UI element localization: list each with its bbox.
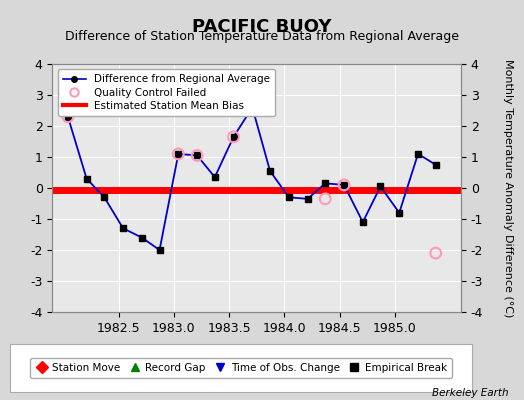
Legend: Difference from Regional Average, Quality Control Failed, Estimated Station Mean: Difference from Regional Average, Qualit…: [58, 69, 275, 116]
Point: [321, 196, 330, 202]
Point: [432, 250, 440, 256]
Y-axis label: Monthly Temperature Anomaly Difference (°C): Monthly Temperature Anomaly Difference (…: [503, 59, 512, 317]
Point: [230, 134, 238, 140]
Text: Berkeley Earth: Berkeley Earth: [432, 388, 508, 398]
Point: [174, 151, 182, 157]
Legend: Station Move, Record Gap, Time of Obs. Change, Empirical Break: Station Move, Record Gap, Time of Obs. C…: [30, 358, 452, 378]
Text: Difference of Station Temperature Data from Regional Average: Difference of Station Temperature Data f…: [65, 30, 459, 43]
Point: [64, 114, 72, 120]
Point: [340, 182, 348, 188]
Point: [193, 152, 201, 159]
Text: PACIFIC BUOY: PACIFIC BUOY: [192, 18, 332, 36]
